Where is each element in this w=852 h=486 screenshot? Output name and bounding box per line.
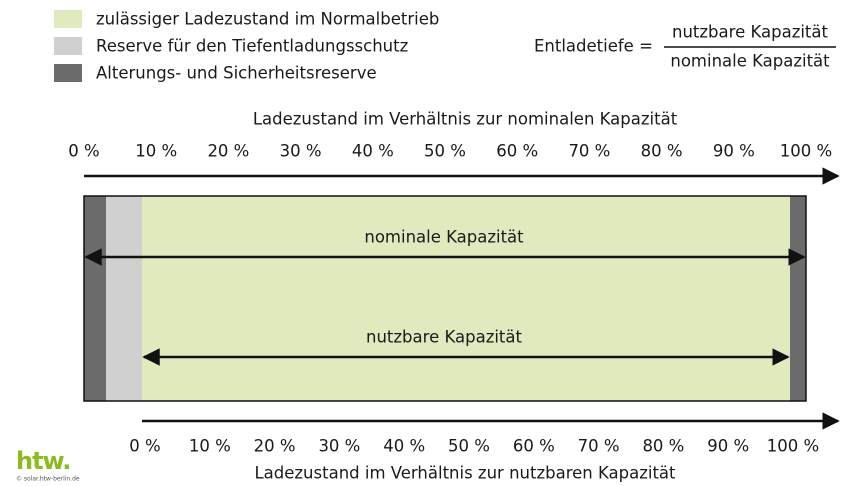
tick-label: 20 % — [207, 142, 249, 161]
legend-swatch — [54, 64, 82, 82]
tick-label: 50 % — [448, 437, 490, 456]
tick-label: 50 % — [424, 142, 466, 161]
logo: htw. © solar.htw-berlin.de — [16, 447, 80, 483]
tick-label: 80 % — [641, 142, 683, 161]
tick-label: 40 % — [383, 437, 425, 456]
legend-label: Alterungs- und Sicherheitsreserve — [96, 64, 377, 83]
deep-discharge-reserve — [106, 196, 142, 401]
legend: zulässiger Ladezustand im Normalbetrieb … — [54, 10, 439, 83]
usable-label: nutzbare Kapazität — [366, 328, 522, 347]
tick-label: 20 % — [254, 437, 296, 456]
aging-reserve — [790, 196, 806, 401]
tick-label: 60 % — [496, 142, 538, 161]
tick-label: 70 % — [568, 142, 610, 161]
nominal-label: nominale Kapazität — [364, 228, 524, 247]
tick-label: 30 % — [318, 437, 360, 456]
tick-label: 30 % — [280, 142, 322, 161]
legend-label: Reserve für den Tiefentladungsschutz — [96, 37, 408, 56]
tick-label: 80 % — [642, 437, 684, 456]
formula: Entladetiefe = nutzbare Kapazität nomina… — [534, 23, 836, 71]
bottom-axis-ticks: 0 % 10 % 20 % 30 % 40 % 50 % 60 % 70 % 80 % 90 % 1… — [129, 437, 819, 456]
normal-operation — [142, 196, 790, 401]
logo-url: © solar.htw-berlin.de — [16, 476, 80, 483]
tick-label: 40 % — [352, 142, 394, 161]
top-axis-title: Ladezustand im Verhältnis zur nominalen … — [253, 110, 678, 129]
bar-outline — [83, 195, 807, 402]
tick-label: 60 % — [513, 437, 555, 456]
tick-label: 0 % — [68, 142, 99, 161]
tick-label: 90 % — [707, 437, 749, 456]
tick-label: 100 % — [767, 437, 819, 456]
tick-label: 0 % — [129, 437, 160, 456]
formula-lhs: Entladetiefe = — [534, 37, 653, 56]
tick-label: 100 % — [780, 142, 832, 161]
tick-label: 10 % — [135, 142, 177, 161]
legend-swatch — [54, 37, 82, 55]
bottom-axis-title: Ladezustand im Verhältnis zur nutzbaren … — [254, 464, 676, 483]
formula-numerator: nutzbare Kapazität — [672, 23, 828, 42]
top-axis-ticks: 0 % 10 % 20 % 30 % 40 % 50 % 60 % 70 % 80 % 90 % 1… — [68, 142, 832, 161]
aging-reserve — [84, 196, 106, 401]
legend-label: zulässiger Ladezustand im Normalbetrieb — [96, 10, 439, 29]
formula-denominator: nominale Kapazität — [670, 52, 830, 71]
tick-label: 90 % — [713, 142, 755, 161]
soc-bar: nominale Kapazität nutzbare Kapazität — [83, 195, 807, 402]
logo-name: htw. — [16, 447, 70, 475]
legend-swatch — [54, 10, 82, 28]
tick-label: 10 % — [189, 437, 231, 456]
tick-label: 70 % — [578, 437, 620, 456]
